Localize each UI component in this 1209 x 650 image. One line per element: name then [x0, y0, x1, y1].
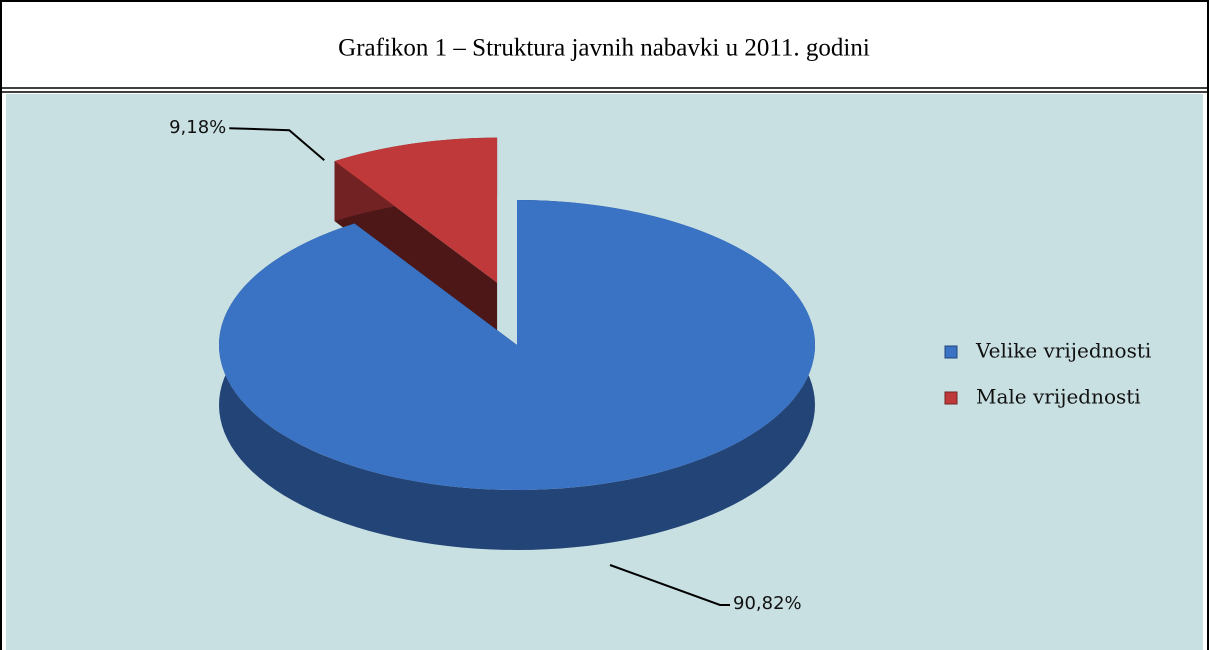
legend-label: Velike vrijednosti	[975, 339, 1151, 363]
pie: 9,18% 90,82%	[169, 117, 815, 614]
data-label: 90,82%	[733, 593, 802, 614]
leader-line	[609, 564, 730, 606]
legend-label: Male vrijednosti	[976, 385, 1141, 409]
slice	[334, 137, 498, 283]
slice	[218, 200, 815, 490]
chart-title: Grafikon 1 – Struktura javnih nabavki u …	[338, 35, 870, 62]
legend-marker	[944, 391, 958, 405]
data-label: 9,18%	[169, 117, 226, 138]
leader-line	[229, 127, 325, 161]
legend-marker	[944, 345, 958, 359]
